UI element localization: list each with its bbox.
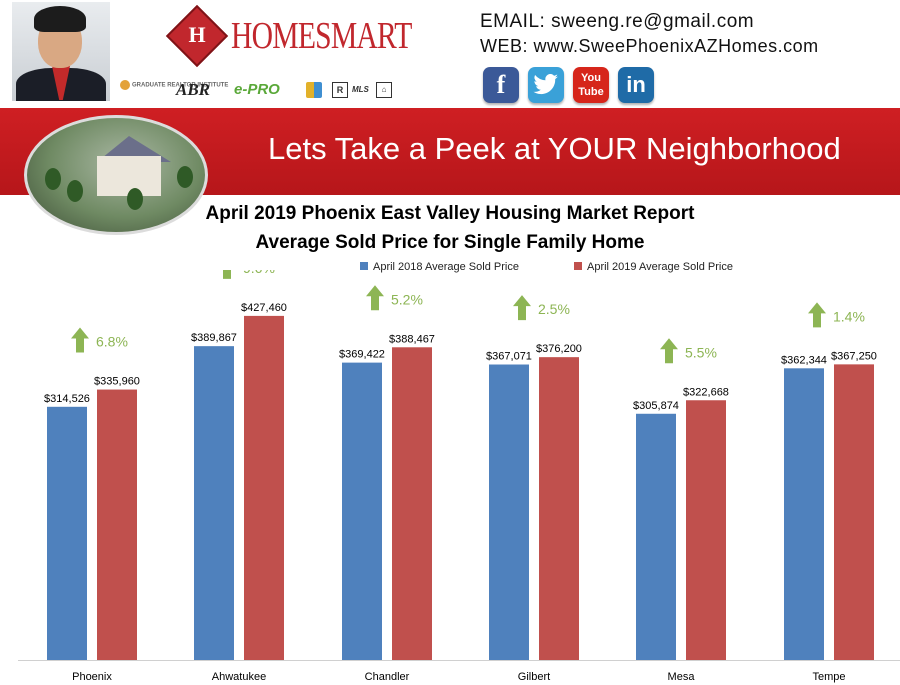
homesmart-logo[interactable]: H HOMESMART bbox=[165, 4, 412, 68]
change-annotation-mesa: 5.5% bbox=[685, 344, 717, 360]
change-annotation-phoenix: 6.8% bbox=[96, 334, 128, 350]
change-annotation-tempe: 1.4% bbox=[833, 308, 865, 324]
data-label-chandler-2018: $369,422 bbox=[339, 349, 385, 361]
data-label-chandler-2019: $388,467 bbox=[389, 333, 435, 345]
bar-phoenix-2019 bbox=[97, 389, 137, 660]
legend-label-2018: April 2018 Average Sold Price bbox=[373, 261, 519, 273]
data-label-phoenix-2018: $314,526 bbox=[44, 393, 90, 405]
category-label-phoenix: Phoenix bbox=[72, 671, 112, 683]
bar-gilbert-2018 bbox=[489, 364, 529, 660]
twitter-icon[interactable] bbox=[528, 67, 564, 103]
brand-name: HOMESMART bbox=[231, 15, 412, 57]
category-label-ahwatukee: Ahwatukee bbox=[212, 671, 266, 683]
change-annotation-chandler: 5.2% bbox=[391, 291, 423, 307]
youtube-icon[interactable]: You Tube bbox=[573, 67, 609, 103]
abr-badge: ABR bbox=[176, 80, 211, 99]
up-arrow-icon-mesa bbox=[660, 338, 678, 364]
up-arrow-icon-ahwatukee bbox=[223, 270, 231, 279]
legend-swatch-2018 bbox=[360, 262, 368, 271]
data-label-mesa-2019: $322,668 bbox=[683, 386, 729, 398]
banner-text: Lets Take a Peek at YOUR Neighborhood bbox=[268, 131, 841, 166]
contact-website[interactable]: WEB: www.SweePhoenixAZHomes.com bbox=[480, 36, 819, 56]
category-label-chandler: Chandler bbox=[365, 671, 410, 683]
legend-label-2019: April 2019 Average Sold Price bbox=[587, 261, 733, 273]
data-label-gilbert-2018: $367,071 bbox=[486, 351, 532, 363]
data-label-tempe-2018: $362,344 bbox=[781, 354, 827, 366]
gri-badge: GRADUATE REALTOR INSTITUTE bbox=[120, 80, 228, 100]
up-arrow-icon-chandler bbox=[366, 285, 384, 311]
bar-tempe-2019 bbox=[834, 364, 874, 660]
data-label-ahwatukee-2019: $427,460 bbox=[241, 302, 287, 314]
bar-chandler-2019 bbox=[392, 347, 432, 660]
chart-title: April 2019 Phoenix East Valley Housing M… bbox=[205, 203, 695, 224]
epro-badge: e-PRO bbox=[234, 81, 280, 98]
facebook-icon[interactable]: f bbox=[483, 67, 519, 103]
data-label-phoenix-2019: $335,960 bbox=[94, 376, 140, 388]
change-annotation-gilbert: 2.5% bbox=[538, 301, 570, 317]
category-label-mesa: Mesa bbox=[668, 671, 696, 683]
up-arrow-icon-phoenix bbox=[71, 327, 89, 353]
realtor-badge: R bbox=[332, 82, 348, 98]
bar-mesa-2018 bbox=[636, 413, 676, 660]
bar-chart: $314,526 $335,960 Phoenix 6.8% $389,867 $427,… bbox=[18, 270, 900, 683]
bar-ahwatukee-2019 bbox=[244, 315, 284, 660]
mls-badge: MLS bbox=[352, 85, 369, 94]
bar-ahwatukee-2018 bbox=[194, 346, 234, 660]
agent-photo bbox=[12, 2, 110, 101]
data-label-ahwatukee-2018: $389,867 bbox=[191, 332, 237, 344]
neighborhood-globe-image bbox=[24, 115, 210, 235]
equal-housing-icon: ⌂ bbox=[376, 82, 392, 98]
data-label-tempe-2019: $367,250 bbox=[831, 350, 877, 362]
green-designation-icon bbox=[306, 82, 322, 98]
category-label-tempe: Tempe bbox=[812, 671, 845, 683]
up-arrow-icon-gilbert bbox=[513, 295, 531, 321]
bar-phoenix-2018 bbox=[47, 406, 87, 660]
contact-email[interactable]: EMAIL: sweeng.re@gmail.com bbox=[480, 11, 755, 32]
bar-mesa-2019 bbox=[686, 400, 726, 660]
header: H HOMESMART GRADUATE REALTOR INSTITUTE A… bbox=[0, 0, 900, 108]
up-arrow-icon-tempe bbox=[808, 302, 826, 328]
bar-gilbert-2019 bbox=[539, 357, 579, 660]
chart-subtitle: Average Sold Price for Single Family Hom… bbox=[255, 232, 645, 253]
legend-swatch-2019 bbox=[574, 262, 582, 271]
brand-mark: H bbox=[188, 22, 206, 47]
legend-item-2018: April 2018 Average Sold Price bbox=[360, 261, 519, 273]
bar-tempe-2018 bbox=[784, 368, 824, 660]
linkedin-icon[interactable]: in bbox=[618, 67, 654, 103]
data-label-mesa-2018: $305,874 bbox=[633, 400, 679, 412]
bar-chandler-2018 bbox=[342, 362, 382, 660]
change-annotation-ahwatukee: 9.6% bbox=[243, 270, 275, 276]
data-label-gilbert-2019: $376,200 bbox=[536, 343, 582, 355]
legend-item-2019: April 2019 Average Sold Price bbox=[574, 261, 733, 273]
category-label-gilbert: Gilbert bbox=[518, 671, 550, 683]
